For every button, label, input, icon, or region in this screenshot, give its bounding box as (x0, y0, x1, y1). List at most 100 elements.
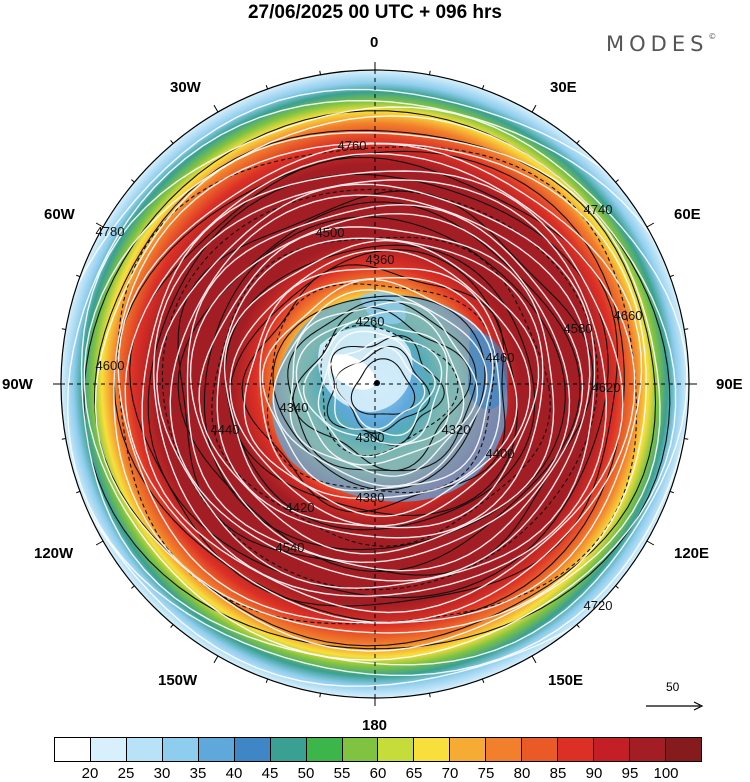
colorbar-tick-label: 45 (261, 765, 279, 782)
longitude-tick (669, 274, 674, 278)
colorbar-swatch (378, 738, 415, 761)
colorbar-tick-label: 95 (621, 765, 639, 782)
wind-speed-colorbar (54, 737, 702, 762)
longitude-tick (319, 70, 321, 75)
wind-streamline (295, 310, 465, 466)
height-contour-line (211, 236, 551, 547)
colorbar-ticks: 20 25 30 35 40 45 50 55 60 65 70 75 80 85 90 95 100 (54, 765, 702, 782)
height-contour-line (266, 283, 495, 494)
colorbar-swatch (665, 738, 701, 761)
contour-label: 4600 (96, 358, 125, 373)
lon-label-150w: 150W (158, 672, 198, 689)
wind-streamline (152, 179, 608, 597)
longitude-tick (76, 490, 81, 494)
contour-label: 4420 (286, 500, 315, 515)
wind-streamline (229, 249, 531, 527)
height-contour-line (203, 216, 566, 551)
wind-streamline (259, 277, 501, 499)
height-contour-line (129, 156, 619, 607)
wind-streamline (334, 346, 426, 430)
longitude-tick (576, 624, 580, 628)
contour-label: 4340 (280, 400, 309, 415)
wind-streamline (302, 319, 450, 458)
colorbar-tick-label: 75 (477, 765, 495, 782)
lon-label-60w: 60W (44, 206, 75, 223)
colorbar-swatch (594, 738, 630, 761)
lon-label-150e: 150E (548, 672, 584, 689)
contour-label: 4300 (356, 430, 385, 445)
wind-streamline (124, 152, 636, 624)
north-pole-marker (374, 380, 380, 386)
contour-label: 4380 (356, 490, 385, 505)
colorbar-swatch (558, 738, 595, 761)
wind-streamline (189, 212, 571, 564)
colorbar-swatch (342, 738, 379, 761)
height-contour-line (287, 299, 477, 472)
colorbar-swatch (162, 738, 199, 761)
brand-name: MODES (606, 32, 709, 56)
colorbar-tick-label: 25 (117, 765, 135, 782)
colorbar-swatch (270, 738, 307, 761)
lon-label-30e: 30E (550, 79, 577, 96)
longitude-tick (684, 438, 689, 440)
colorbar-tick-label: 50 (297, 765, 315, 782)
colorbar-tick-label: 40 (225, 765, 243, 782)
longitude-tick (61, 328, 66, 330)
wind-streamline (83, 115, 677, 661)
colorbar-tick-label: 65 (405, 765, 423, 782)
colorbar-tick-label: 30 (153, 765, 171, 782)
lon-label-30w: 30W (170, 79, 201, 96)
lon-label-120e: 120E (674, 545, 710, 562)
contour-label: 4260 (356, 314, 385, 329)
contour-label: 4760 (338, 138, 367, 153)
wind-streamline (328, 336, 436, 437)
map-title: 27/06/2025 00 UTC + 096 hrs (247, 2, 503, 23)
height-contour-line (177, 201, 581, 573)
colorbar-swatch (306, 738, 343, 761)
wind-streamline (94, 131, 661, 652)
colorbar-tick-label: 80 (513, 765, 531, 782)
contour-label: 4320 (442, 422, 471, 437)
height-contour-line (161, 188, 599, 591)
longitude-tick (615, 585, 619, 589)
height-contour-line (241, 264, 506, 513)
wind-streamline (261, 278, 494, 492)
colorbar-swatch (55, 738, 91, 761)
wind-streamline (198, 226, 555, 555)
height-contour-line (350, 358, 416, 415)
longitude-tick (265, 678, 269, 683)
colorbar-tick-label: 90 (585, 765, 603, 782)
wind-streamline (223, 239, 540, 529)
wind-streamline (141, 170, 624, 614)
colorbar-swatch (198, 738, 235, 761)
wind-streamline (80, 106, 688, 666)
colorbar-tick-label: 35 (189, 765, 207, 782)
longitude-tick (646, 222, 655, 228)
longitude-tick (76, 274, 81, 278)
longitude-tick (429, 70, 431, 75)
height-contour-line (228, 249, 518, 516)
wind-streamline (156, 183, 596, 589)
longitude-tick (576, 140, 580, 144)
wind-streamline (186, 203, 584, 572)
contour-label: 4780 (96, 224, 125, 239)
colorbar-tick-label: 55 (333, 765, 351, 782)
colorbar-swatch (126, 738, 163, 761)
contour-label: 4720 (584, 598, 613, 613)
lon-label-90e: 90E (716, 376, 743, 393)
longitude-tick (684, 328, 689, 330)
wind-streamline (243, 267, 518, 518)
wind-streamline (117, 143, 643, 624)
wind-streamline (272, 289, 488, 487)
colorbar-tick-label: 100 (653, 765, 679, 782)
lon-label-180: 180 (362, 717, 388, 734)
longitude-tick (481, 85, 485, 90)
colorbar-swatch (234, 738, 271, 761)
contour-label: 4400 (486, 446, 515, 461)
longitude-tick (669, 490, 674, 494)
height-contour-line (147, 173, 609, 599)
contour-label: 4660 (614, 308, 643, 323)
longitude-tick (95, 222, 104, 228)
contour-label: 4440 (211, 422, 240, 437)
